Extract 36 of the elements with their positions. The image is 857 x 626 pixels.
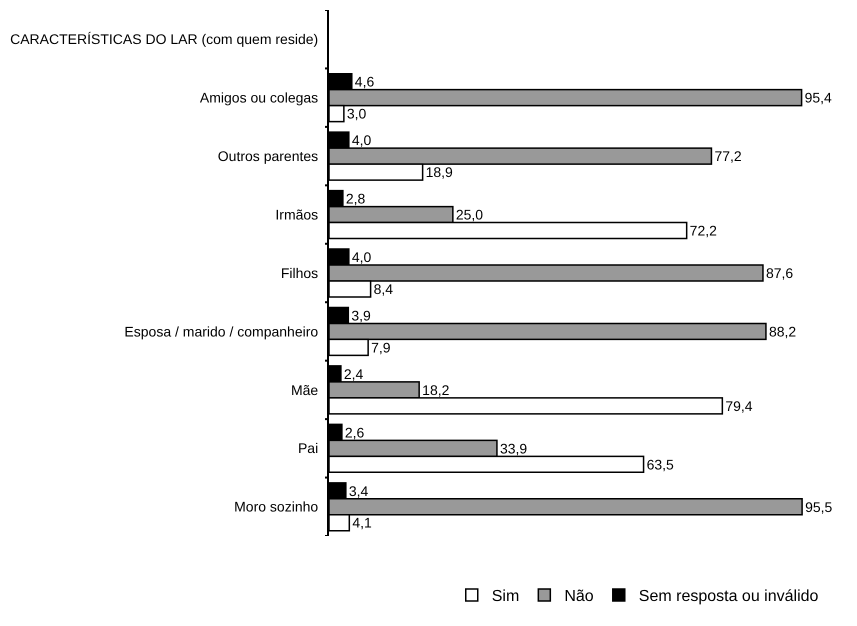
data-label: 4,6 [354, 74, 374, 90]
data-label: 77,2 [714, 148, 742, 164]
legend-label: Sim [492, 588, 520, 606]
y-tick-label: Irmãos [275, 206, 318, 222]
legend-label: Sem resposta ou inválido [638, 588, 819, 606]
data-label: 95,4 [804, 90, 832, 106]
y-tick-label: Mãe [290, 382, 318, 398]
data-label: 7,9 [371, 339, 391, 356]
data-label: 2,6 [344, 424, 365, 440]
legend-label: Não [564, 588, 594, 606]
data-label: 18,2 [422, 382, 450, 398]
data-label: 8,4 [374, 280, 394, 297]
data-label: 95,5 [805, 498, 833, 515]
data-label: 72,2 [690, 222, 718, 239]
data-label: 79,4 [725, 398, 753, 414]
y-tick-label: Esposa / marido / companheiro [124, 323, 318, 340]
data-label: 3,9 [351, 307, 371, 324]
data-label: 3,0 [346, 106, 367, 122]
y-tick-label: Pai [298, 440, 318, 456]
data-label: 18,9 [426, 164, 454, 180]
data-label: 2,4 [344, 366, 364, 382]
y-tick-label: Moro sozinho [234, 498, 318, 515]
data-label: 25,0 [456, 206, 484, 223]
y-tick-label: Outros parentes [218, 148, 318, 164]
y-tick-label: Filhos [280, 264, 318, 281]
data-label: 88,2 [768, 323, 796, 340]
data-label: 87,6 [766, 264, 794, 281]
data-label: 4,0 [352, 132, 372, 148]
y-tick-label: Amigos ou colegas [200, 90, 318, 106]
data-label: 63,5 [646, 456, 674, 472]
data-label: 4,1 [352, 514, 372, 531]
data-label: 2,8 [346, 190, 366, 207]
data-label: 4,0 [352, 249, 372, 266]
data-label: 3,4 [348, 482, 368, 499]
data-label: 33,9 [500, 440, 528, 456]
y-tick-label: CARACTERÍSTICAS DO LAR (com quem reside) [10, 31, 318, 48]
